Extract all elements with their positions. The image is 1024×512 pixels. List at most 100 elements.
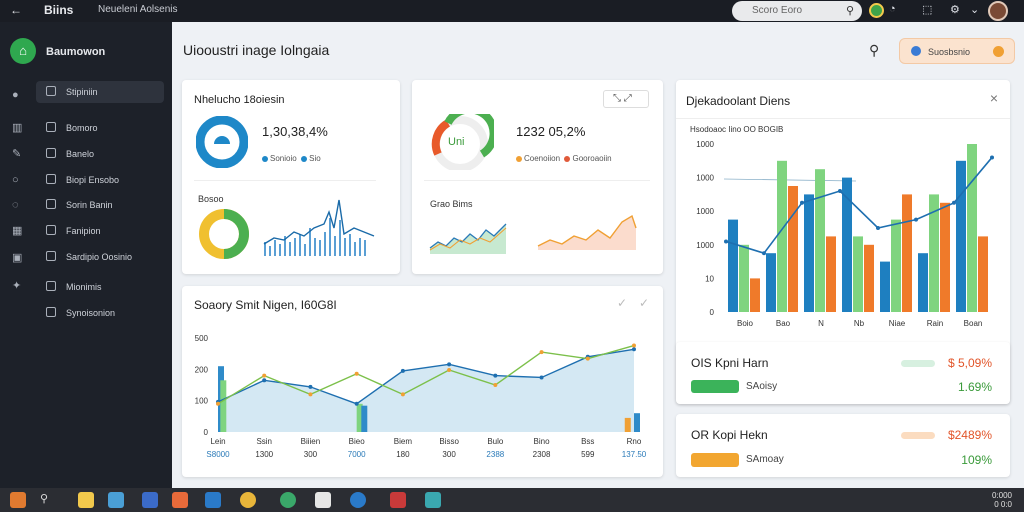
app-icon[interactable] [142,492,158,508]
bar [356,403,363,432]
bar [220,380,227,432]
app-icon[interactable] [350,492,366,508]
sidebar-item-sardipio[interactable]: Sardipio Oosinio [36,246,164,268]
expand-button[interactable]: ⤡ ⤢ [603,90,649,108]
app-icon[interactable] [390,492,406,508]
kpi-card-1: OIS Kpni Harn $ 5,09% SAoisy 1.69% [676,342,1010,404]
sidebar-item-bomoro[interactable]: Bomoro [36,117,164,139]
app-icon[interactable] [205,492,221,508]
data-point [539,375,544,380]
data-point [447,367,452,372]
x-value-label: 1300 [255,450,273,459]
data-point [447,362,452,367]
group-rail-icon[interactable]: ▣ [12,252,23,264]
data-point [539,350,544,355]
sub-label: Grao Bims [430,199,473,209]
search-icon[interactable]: ⚲ [40,493,49,505]
bar [361,405,368,432]
bar [788,186,798,312]
area-fill [218,349,634,432]
trend-line [725,156,993,255]
legend: Coenoiion Gooroaoiin [516,154,612,163]
app-icon[interactable] [108,492,124,508]
data-point [308,384,313,389]
x-value-label: 7000 [348,450,366,459]
x-tick-label: Boan [964,319,983,328]
x-value-label: 2308 [533,450,551,459]
search-input[interactable]: Scoro Eoro ⚲ [732,1,862,21]
sidebar-item-synoisonion[interactable]: Synoisonion [36,302,164,324]
app-subtitle: Neueleni Aolsenis [98,4,178,15]
bar [902,194,912,312]
home-rail-icon[interactable]: ● [12,89,19,101]
x-tick-label: Bieo [349,437,366,446]
app-icon[interactable] [172,492,188,508]
kpi-label: OR Kopi Hekn [691,428,768,442]
sidebar: ⌂ Baumowon ● ▥ ✎ ○ ◌ ▦ ▣ ✦ Stipiniin Bom… [0,22,172,488]
bar [739,244,749,312]
gauge-label: Uni [448,136,465,148]
x-tick-label: Ssin [256,437,272,446]
back-icon[interactable]: ← [10,3,22,17]
sidebar-item-fanipion[interactable]: Fanipion [36,220,164,242]
x-tick-label: Nb [854,319,865,328]
x-tick-label: Rain [927,319,943,328]
avatar[interactable] [988,1,1008,21]
y-tick-label: 200 [195,365,209,374]
refresh-rail-icon[interactable]: ◌ [12,199,19,211]
page-title: Uiooustri inage Iolngaia [183,42,330,58]
card-title: Nhelucho 18oiesin [194,94,285,106]
folder-icon[interactable] [78,492,94,508]
y-tick-label: 1000 [696,140,714,149]
item-icon [46,174,56,184]
close-icon[interactable]: × [989,90,998,106]
metric-value: 1,30,38,4% [262,124,328,139]
bar [978,236,988,312]
edit-rail-icon[interactable]: ✎ [12,148,22,160]
sidebar-item-stipiniin[interactable]: Stipiniin [36,81,164,103]
data-point [952,200,956,205]
check-icon[interactable]: ✓ [638,296,649,310]
grid-rail-icon[interactable]: ▦ [12,225,23,237]
wrench-rail-icon[interactable]: ✦ [12,280,22,292]
suosbsnio-button[interactable]: Suosbsnio [899,38,1015,64]
search-icon[interactable]: ⚲ [845,5,854,17]
browser-icon[interactable] [240,492,256,508]
sidebar-item-banelo[interactable]: Banelo [36,143,164,165]
start-icon[interactable] [10,492,26,508]
bell-icon[interactable]: ◔ [889,3,896,15]
series-line [217,344,635,405]
app-icon[interactable] [425,492,441,508]
bar [826,236,836,312]
x-tick-label: Bisso [439,437,459,446]
status-icon[interactable] [869,3,884,18]
bar [728,219,738,312]
data-point [493,373,498,378]
app-icon[interactable] [315,492,331,508]
data-point [216,401,220,406]
item-icon [46,251,56,261]
circle-rail-icon[interactable]: ○ [12,174,19,186]
bar [853,236,863,312]
share-icon[interactable]: ⬚ [922,4,933,16]
sidebar-item-biopi-ensobo[interactable]: Biopi Ensobo [36,169,164,191]
series-line [217,348,635,405]
check-icon[interactable]: ✓ [616,296,627,310]
settings-icon[interactable]: ⚙ [950,4,960,16]
app-brand: Biins [44,3,74,17]
bar [940,202,950,312]
sidebar-item-mionimis[interactable]: Mionimis [36,276,164,298]
metric-card-1: Nhelucho 18oiesin 1,30,38,4% Sonioio Sio… [182,80,400,274]
chevron-down-icon[interactable]: ⌄ [970,4,980,16]
search-icon[interactable]: ⚲ [869,42,880,58]
app-icon[interactable] [280,492,296,508]
x-value-label: 300 [304,450,318,459]
data-point [800,200,804,205]
bar [864,244,874,312]
sidebar-item-sorin-banin[interactable]: Sorin Banin [36,194,164,216]
donut-icon [196,116,248,168]
x-value-label: S8000 [206,450,230,459]
chart-rail-icon[interactable]: ▥ [12,122,23,134]
bar [815,169,825,312]
bar [804,194,814,312]
